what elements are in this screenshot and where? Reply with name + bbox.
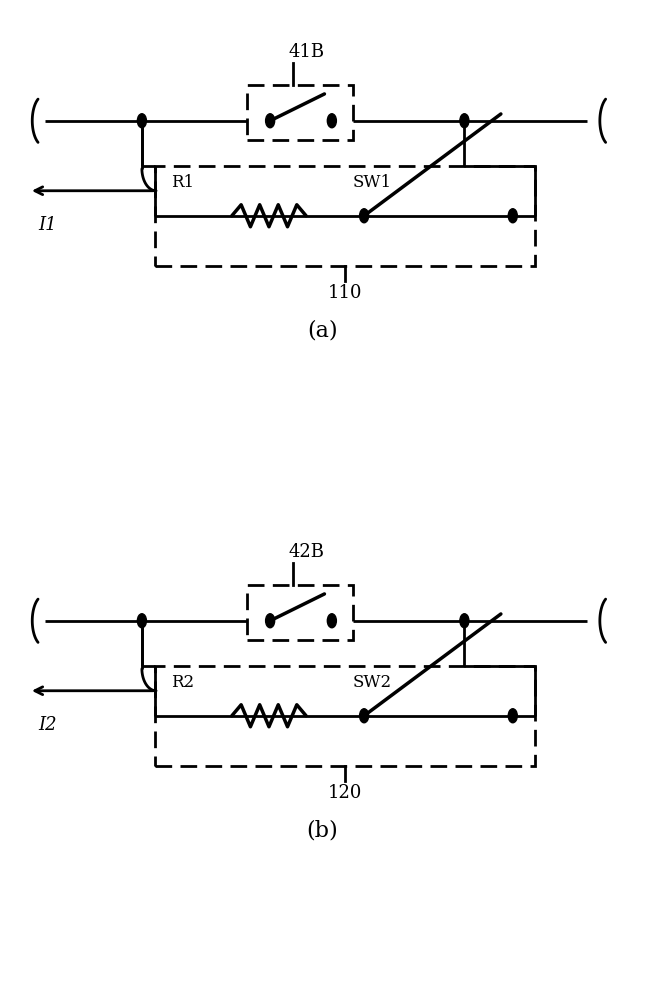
Bar	[155, 166, 535, 266]
Circle shape	[460, 614, 469, 628]
Text: I1: I1	[39, 216, 57, 234]
Circle shape	[266, 614, 275, 628]
Text: 120: 120	[328, 784, 362, 802]
Text: (b): (b)	[306, 820, 339, 842]
Circle shape	[360, 209, 369, 223]
Text: 42B: 42B	[288, 543, 324, 561]
Text: R1: R1	[171, 174, 194, 191]
Circle shape	[266, 114, 275, 128]
Circle shape	[137, 614, 146, 628]
Circle shape	[137, 114, 146, 128]
Text: SW2: SW2	[353, 674, 392, 691]
Bar	[246, 85, 353, 140]
Text: (a): (a)	[307, 320, 338, 342]
Circle shape	[508, 209, 517, 223]
Circle shape	[327, 114, 337, 128]
Text: 41B: 41B	[288, 43, 324, 61]
Bar	[246, 585, 353, 640]
Bar	[155, 666, 535, 766]
Text: SW1: SW1	[353, 174, 392, 191]
Circle shape	[508, 709, 517, 723]
Text: 110: 110	[328, 284, 362, 302]
Circle shape	[460, 114, 469, 128]
Text: I2: I2	[39, 716, 57, 734]
Circle shape	[360, 709, 369, 723]
Text: R2: R2	[171, 674, 194, 691]
Circle shape	[327, 614, 337, 628]
